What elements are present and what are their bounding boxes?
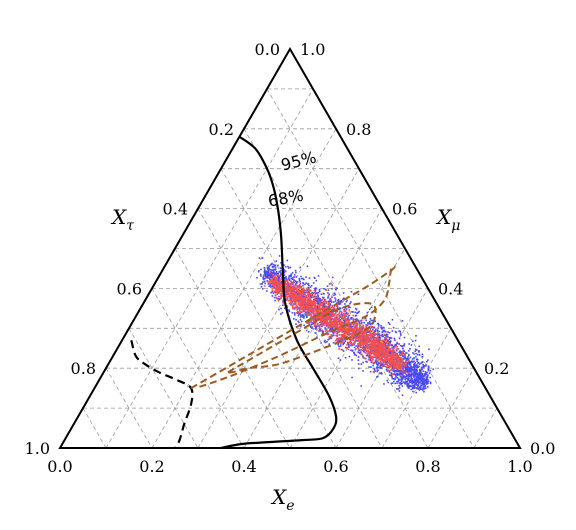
- axis-label-xe-main: X: [270, 485, 287, 509]
- tick-xmu: 0.0: [530, 439, 555, 458]
- tick-labels: 0.0 0.2 0.4 0.6 0.8 1.00.00.20.40.60.81.00.00…: [25, 40, 556, 476]
- contour-label-95: 95%: [279, 148, 318, 175]
- axis-label-xe: Xe: [270, 485, 295, 514]
- brown-outer-line: [190, 265, 396, 390]
- grid-line-e: [381, 328, 452, 449]
- contour-95-line: [130, 339, 194, 449]
- grid-line-tau: [82, 407, 107, 449]
- tick-xmu: 1.0: [300, 40, 325, 59]
- axis-label-xtau: Xτ: [110, 205, 134, 234]
- scatter-red-points: [263, 272, 410, 377]
- tick-xe: 0.4: [231, 457, 256, 476]
- grid-line-tau: [128, 328, 199, 449]
- tick-xtau: 0.8: [71, 359, 96, 378]
- axis-label-xtau-main: X: [110, 205, 127, 229]
- grid-line-tau: [105, 368, 153, 449]
- tick-xe: 0.6: [323, 457, 348, 476]
- tick-xmu: 0.2: [484, 359, 509, 378]
- tick-xe: 0.0: [47, 457, 72, 476]
- tick-xtau: 0.4: [163, 200, 188, 219]
- grid-line-e: [427, 368, 475, 449]
- grid-line-tau: [266, 88, 475, 449]
- triangle-frame: [58, 46, 522, 449]
- tick-xe: 1.0: [507, 457, 532, 476]
- brown-inner-line: [227, 302, 377, 374]
- contour-lines: [130, 135, 396, 450]
- grid-lines: [82, 88, 498, 449]
- tick-xtau: 0.0: [255, 40, 280, 59]
- scatter-points: [256, 255, 434, 396]
- tick-xe: 0.8: [415, 457, 440, 476]
- tick-xe: 0.2: [139, 457, 164, 476]
- grid-line-e: [105, 88, 314, 449]
- tick-xtau: 0.6: [117, 279, 142, 298]
- grid-line-tau: [174, 248, 291, 449]
- contour-label-68: 68%: [267, 186, 305, 211]
- grid-line-e: [335, 288, 429, 449]
- axis-label-xtau-sub: τ: [126, 218, 134, 234]
- scatter-blue-points: [256, 255, 434, 396]
- scatter-blue-dots: [256, 255, 434, 396]
- grid-line-tau: [151, 288, 245, 449]
- scatter-red-dots: [263, 272, 410, 377]
- tick-xmu: 0.6: [392, 200, 417, 219]
- grid-line-e: [197, 168, 360, 449]
- tick-xmu: 0.4: [438, 279, 463, 298]
- contour-68-line: [220, 135, 338, 450]
- tick-xtau: 1.0: [25, 439, 50, 458]
- axis-label-xmu-main: X: [435, 205, 452, 229]
- axis-label-xmu-sub: μ: [451, 218, 460, 234]
- tick-xmu: 0.8: [346, 120, 371, 139]
- grid-line-e: [473, 407, 498, 449]
- axis-label-xe-sub: e: [286, 498, 294, 514]
- tick-xtau: 0.2: [209, 120, 234, 139]
- axis-label-xmu: Xμ: [435, 205, 460, 234]
